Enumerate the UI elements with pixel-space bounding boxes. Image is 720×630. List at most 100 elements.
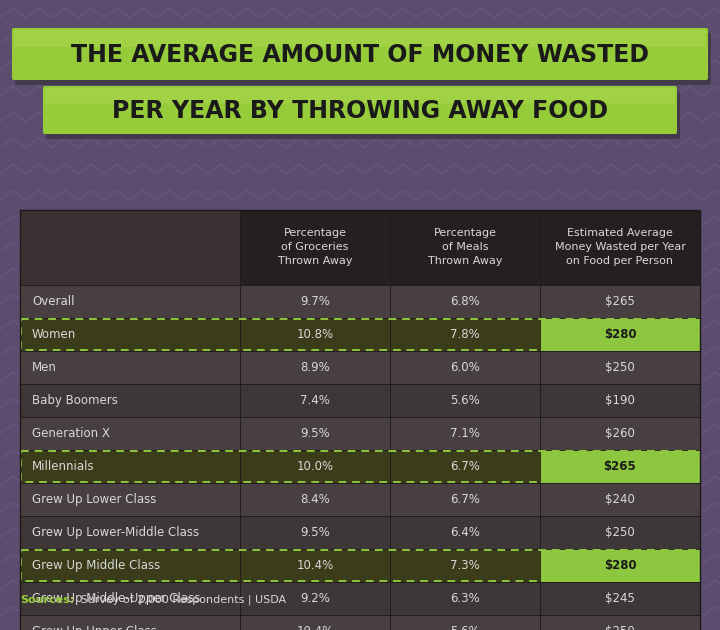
FancyBboxPatch shape <box>46 91 680 139</box>
Bar <box>240 549 390 582</box>
Bar <box>540 318 700 351</box>
Bar <box>540 483 700 516</box>
Bar <box>20 318 240 351</box>
Text: Survey of 2,000 Respondents | USDA: Survey of 2,000 Respondents | USDA <box>77 595 286 605</box>
Bar <box>240 384 390 417</box>
Bar <box>20 351 240 384</box>
Text: Grew Up Lower Class: Grew Up Lower Class <box>32 493 156 506</box>
Text: 5.6%: 5.6% <box>450 625 480 630</box>
Bar <box>390 450 540 483</box>
Bar <box>240 516 390 549</box>
Bar <box>540 210 700 285</box>
FancyBboxPatch shape <box>14 30 706 47</box>
Text: Percentage
of Meals
Thrown Away: Percentage of Meals Thrown Away <box>428 229 503 266</box>
Text: 9.5%: 9.5% <box>300 427 330 440</box>
Text: $250: $250 <box>605 526 635 539</box>
Text: 7.3%: 7.3% <box>450 559 480 572</box>
Bar <box>540 384 700 417</box>
Text: 10.4%: 10.4% <box>297 559 333 572</box>
Bar <box>390 516 540 549</box>
Bar <box>240 615 390 630</box>
Text: Women: Women <box>32 328 76 341</box>
Text: 9.2%: 9.2% <box>300 592 330 605</box>
Bar <box>240 450 390 483</box>
Text: Estimated Average
Money Wasted per Year
on Food per Person: Estimated Average Money Wasted per Year … <box>554 229 685 266</box>
Bar <box>20 582 240 615</box>
Text: 6.8%: 6.8% <box>450 295 480 308</box>
Text: 6.7%: 6.7% <box>450 460 480 473</box>
Bar <box>20 450 240 483</box>
Bar <box>540 582 700 615</box>
Text: 9.7%: 9.7% <box>300 295 330 308</box>
FancyBboxPatch shape <box>15 33 711 85</box>
Text: $265: $265 <box>605 295 635 308</box>
Text: Grew Up Lower-Middle Class: Grew Up Lower-Middle Class <box>32 526 199 539</box>
Text: $280: $280 <box>603 559 636 572</box>
Text: 10.8%: 10.8% <box>297 328 333 341</box>
Bar <box>20 285 240 318</box>
Text: 7.4%: 7.4% <box>300 394 330 407</box>
Bar <box>390 351 540 384</box>
Text: 8.4%: 8.4% <box>300 493 330 506</box>
Text: Generation X: Generation X <box>32 427 110 440</box>
Bar <box>240 210 390 285</box>
Text: $280: $280 <box>603 328 636 341</box>
Bar <box>540 549 700 582</box>
Text: Grew Up Upper Class: Grew Up Upper Class <box>32 625 157 630</box>
Bar <box>390 582 540 615</box>
Bar <box>21 451 699 482</box>
Bar <box>21 550 699 581</box>
Text: $190: $190 <box>605 394 635 407</box>
Bar <box>20 615 240 630</box>
Bar <box>540 516 700 549</box>
Text: Overall: Overall <box>32 295 74 308</box>
Text: Percentage
of Groceries
Thrown Away: Percentage of Groceries Thrown Away <box>278 229 352 266</box>
Bar <box>390 549 540 582</box>
Bar <box>20 549 240 582</box>
Bar <box>240 582 390 615</box>
Bar <box>20 516 240 549</box>
Bar <box>390 483 540 516</box>
Bar <box>540 351 700 384</box>
Text: 10.0%: 10.0% <box>297 460 333 473</box>
Text: THE AVERAGE AMOUNT OF MONEY WASTED: THE AVERAGE AMOUNT OF MONEY WASTED <box>71 43 649 67</box>
FancyBboxPatch shape <box>12 28 708 80</box>
Bar <box>540 417 700 450</box>
Bar <box>540 450 700 483</box>
Text: 9.5%: 9.5% <box>300 526 330 539</box>
Bar <box>390 615 540 630</box>
Text: Baby Boomers: Baby Boomers <box>32 394 118 407</box>
Text: PER YEAR BY THROWING AWAY FOOD: PER YEAR BY THROWING AWAY FOOD <box>112 99 608 123</box>
Bar <box>20 210 700 630</box>
Bar <box>540 285 700 318</box>
Text: 8.9%: 8.9% <box>300 361 330 374</box>
Text: Men: Men <box>32 361 57 374</box>
Bar <box>20 483 240 516</box>
Text: $250: $250 <box>605 625 635 630</box>
Text: 6.3%: 6.3% <box>450 592 480 605</box>
Bar <box>21 319 699 350</box>
Text: Millennials: Millennials <box>32 460 94 473</box>
Bar <box>240 351 390 384</box>
Text: $260: $260 <box>605 427 635 440</box>
Bar <box>240 483 390 516</box>
Bar <box>20 210 240 285</box>
Text: 6.7%: 6.7% <box>450 493 480 506</box>
Bar <box>240 285 390 318</box>
Text: $245: $245 <box>605 592 635 605</box>
Text: 6.0%: 6.0% <box>450 361 480 374</box>
Text: Grew Up Middle-Upper Class: Grew Up Middle-Upper Class <box>32 592 200 605</box>
Text: 10.4%: 10.4% <box>297 625 333 630</box>
Bar <box>390 417 540 450</box>
Text: $265: $265 <box>603 460 636 473</box>
Bar <box>390 384 540 417</box>
Bar <box>20 417 240 450</box>
Text: 7.8%: 7.8% <box>450 328 480 341</box>
Bar <box>540 615 700 630</box>
Text: Sources:: Sources: <box>20 595 74 605</box>
Bar <box>20 384 240 417</box>
FancyBboxPatch shape <box>43 86 677 134</box>
Bar <box>390 210 540 285</box>
Text: 6.4%: 6.4% <box>450 526 480 539</box>
Bar <box>20 210 700 630</box>
